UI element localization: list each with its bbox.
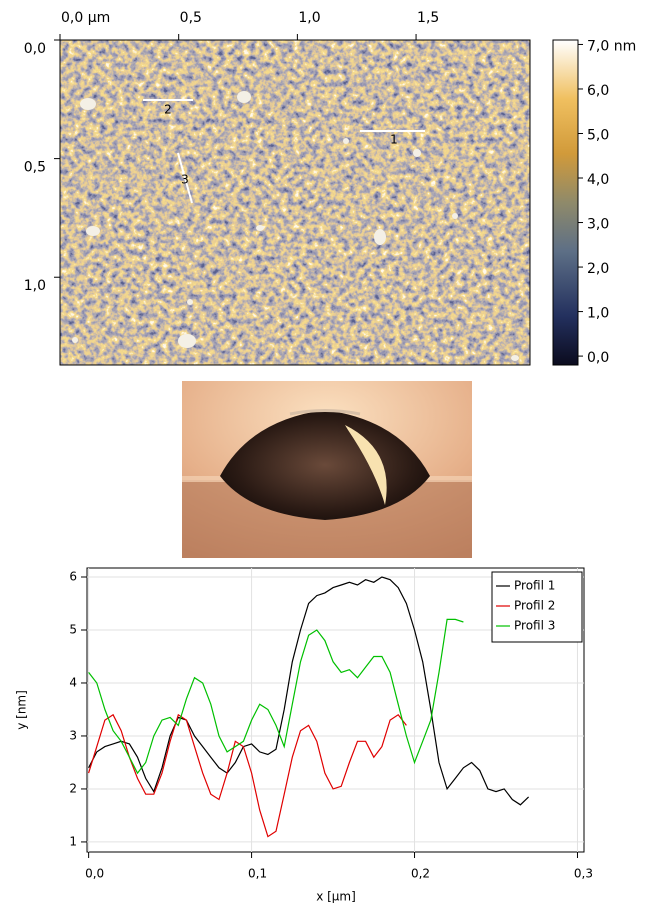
y-tick-label: 3	[69, 728, 77, 742]
x-tick-label: 0,1	[248, 867, 267, 881]
y-tick-label: 6	[69, 570, 77, 584]
series-line	[88, 576, 530, 806]
afm-image: 1 2 3	[59, 39, 579, 366]
y-tick-label: 0,0	[24, 41, 46, 57]
droplet-photo	[182, 381, 472, 558]
colorbar-tick-label: 0,0	[587, 350, 609, 366]
x-tick-label: 0,0	[85, 867, 104, 881]
legend-label: Profil 3	[514, 619, 555, 633]
colorbar-tick-label: 3,0	[587, 217, 609, 233]
profile-label: 1	[390, 133, 398, 147]
y-tick-label: 4	[69, 675, 77, 689]
x-axis-label: x [µm]	[316, 890, 356, 904]
x-tick-label: 0,2	[411, 867, 430, 881]
legend-box	[491, 571, 583, 643]
y-tick-label: 1,0	[24, 278, 46, 294]
colorbar	[552, 39, 579, 366]
colorbar-tick-label: 6,0	[587, 83, 609, 99]
y-axis-label: y [nm]	[15, 690, 29, 730]
x-tick-label: 1,0	[298, 10, 320, 26]
x-tick-label: 1,5	[417, 10, 439, 26]
colorbar-tick-label: 5,0	[587, 127, 609, 143]
series-line	[88, 713, 407, 838]
colorbar-tick-label: 7,0 nm	[587, 38, 636, 54]
y-tick-label: 2	[69, 781, 77, 795]
profile-label: 3	[181, 173, 189, 187]
x-tick-label: 0,3	[574, 867, 593, 881]
profile-label: 2	[164, 103, 172, 117]
line-chart: x [µm] y [nm] 0,0 0,1 0,2 0,3 1 2 3 4 5 6 Profil 1…	[15, 567, 593, 904]
colorbar-tick-label: 2,0	[587, 261, 609, 277]
y-tick-label: 0,5	[24, 160, 46, 176]
x-tick-label: 0,5	[180, 10, 202, 26]
series-line	[88, 618, 464, 775]
y-tick-label: 1	[69, 834, 77, 848]
legend-label: Profil 1	[514, 579, 555, 593]
legend-label: Profil 2	[514, 599, 555, 613]
colorbar-tick-label: 4,0	[587, 172, 609, 188]
y-tick-label: 5	[69, 622, 77, 636]
x-tick-label: 0,0 µm	[61, 10, 110, 26]
colorbar-tick-label: 1,0	[587, 306, 609, 322]
